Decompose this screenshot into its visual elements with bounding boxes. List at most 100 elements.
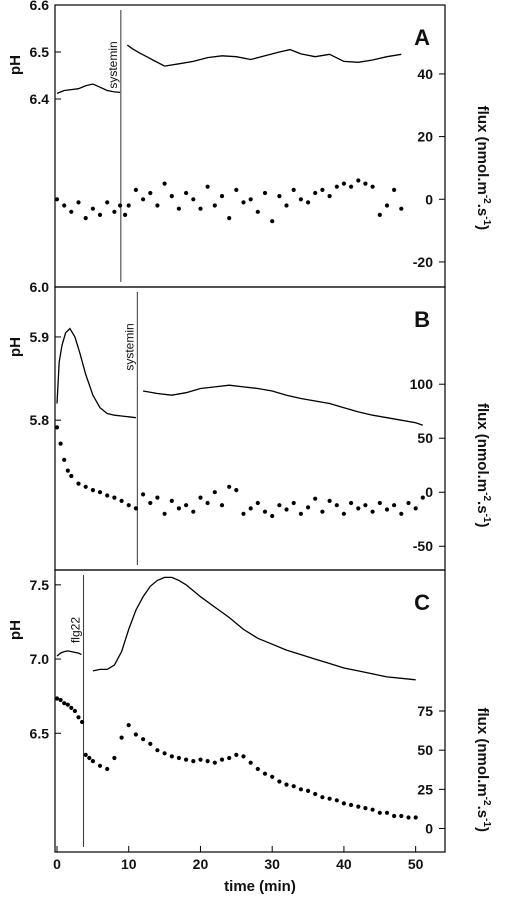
ph-axis-title: pH [7, 620, 24, 640]
flux-point [169, 498, 174, 503]
x-tick-label: 30 [264, 856, 280, 872]
flux-point [69, 705, 74, 711]
flux-point [133, 732, 138, 737]
flux-point [248, 760, 253, 765]
flux-point [212, 490, 217, 495]
flux-point [76, 200, 81, 205]
flux-point [413, 506, 418, 511]
flux-point [349, 184, 354, 189]
flux-point [227, 755, 232, 761]
flux-point [112, 209, 117, 214]
flux-point [69, 473, 74, 479]
flux-point [370, 509, 375, 514]
flux-point [112, 755, 117, 761]
flux-point [191, 509, 196, 514]
flux-point [241, 200, 246, 205]
flux-point [234, 752, 239, 758]
flux-point [341, 181, 346, 186]
flux-point [90, 759, 95, 764]
ph-tick-label: 6.5 [30, 44, 50, 60]
flux-point [327, 194, 332, 199]
flux-point [234, 187, 239, 192]
flux-point [399, 206, 404, 211]
flux-tick-label: 50 [417, 430, 433, 446]
flux-point [176, 755, 181, 761]
flux-point [284, 203, 289, 208]
flux-point [384, 203, 390, 208]
flux-point [205, 184, 210, 189]
flux-point [227, 484, 232, 489]
flux-point [184, 757, 189, 762]
x-tick-label: 10 [121, 856, 137, 872]
flux-point [262, 509, 268, 514]
flux-point [119, 735, 124, 740]
ph-axis-title: pH [7, 337, 24, 357]
flux-point [184, 190, 189, 196]
flux-point [262, 771, 268, 776]
flux-point [148, 741, 153, 747]
ph-axis-title: pH [7, 55, 24, 75]
flux-point [298, 787, 303, 792]
flux-point [97, 212, 103, 217]
flux-point [155, 495, 160, 500]
flux-point [83, 484, 88, 489]
flux-point [241, 511, 246, 516]
ph-tick-label: 5.9 [30, 329, 50, 345]
ph-trace-segment [56, 327, 136, 419]
flux-point [184, 503, 189, 508]
flux-point [80, 719, 85, 725]
flux-point [327, 796, 332, 801]
flux-point [384, 507, 390, 512]
flux-point [148, 190, 153, 196]
flux-axis-title: flux (nmol.m-2.s-1) [474, 403, 492, 528]
flux-point [377, 212, 382, 217]
flux-point [392, 813, 397, 819]
flux-point [277, 194, 282, 199]
flux-point [270, 513, 275, 519]
ph-trace-segment [56, 650, 82, 657]
flux-point [191, 759, 196, 764]
x-tick-label: 0 [53, 856, 61, 872]
flux-point [205, 500, 210, 506]
flux-point [277, 779, 282, 784]
flux-point [399, 511, 404, 516]
flux-point [65, 468, 70, 473]
flux-point [212, 760, 217, 765]
flux-point [112, 495, 117, 500]
flux-point [58, 441, 63, 446]
plot-frame [54, 569, 446, 853]
flux-point [83, 752, 88, 758]
flux-point [62, 457, 67, 462]
flux-point [349, 802, 354, 808]
flux-point [320, 187, 325, 192]
flux-point [255, 766, 260, 772]
flux-point [198, 495, 203, 500]
flux-point [176, 506, 181, 511]
treatment-label: flg22 [69, 617, 83, 643]
flux-point [169, 194, 174, 199]
flux-point [370, 807, 375, 812]
flux-point [162, 751, 167, 756]
flux-tick-label: 0 [425, 484, 433, 500]
flux-point [234, 488, 239, 493]
flux-point [334, 798, 339, 803]
panel-letter: B [414, 307, 430, 332]
flux-point [370, 184, 375, 189]
flux-point [298, 197, 303, 202]
panel-letter: A [414, 25, 430, 50]
flux-point [219, 503, 225, 508]
flux-point [291, 784, 296, 789]
flux-point [83, 216, 88, 221]
flux-point [118, 203, 123, 208]
flux-point [148, 500, 153, 506]
flux-point [298, 511, 303, 516]
flux-point [227, 216, 232, 221]
flux-point [377, 500, 382, 506]
flux-tick-label: 75 [417, 703, 433, 719]
flux-point [420, 495, 425, 500]
panel-a: 6.0 6.4 6.5 6.6 -20 0 20 40 pH flux (nmol.m-2.s-1… [7, 0, 492, 295]
flux-point [384, 810, 390, 815]
flux-point [54, 197, 60, 202]
flux-point [306, 788, 311, 794]
